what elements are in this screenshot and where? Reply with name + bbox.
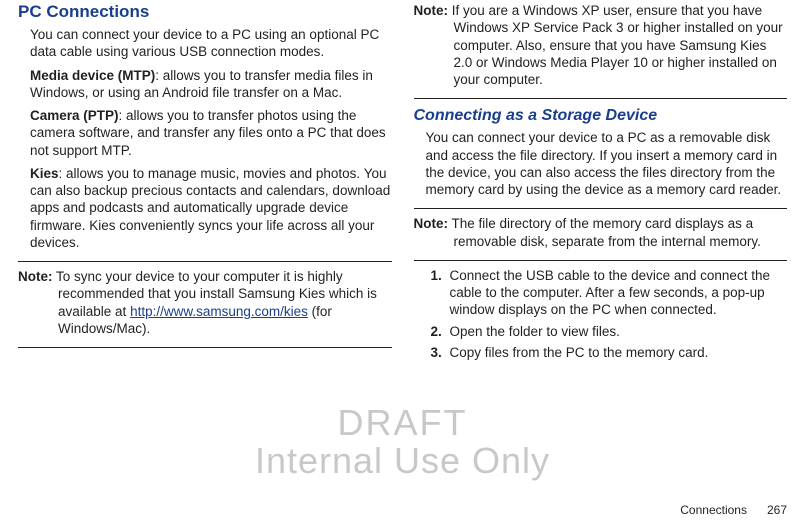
left-column: PC Connections You can connect your devi… [18,2,392,365]
footer: Connections 267 [680,503,787,517]
kies-link[interactable]: http://www.samsung.com/kies [130,304,308,319]
watermark: DRAFT Internal Use Only [0,405,805,481]
rule-before-note-storage [414,208,788,209]
rule-after-note-storage [414,260,788,261]
para-kies: Kies: allows you to manage music, movies… [30,165,392,251]
heading-pc-connections: PC Connections [18,2,392,22]
steps-list: Connect the USB cable to the device and … [426,267,788,361]
footer-page: 267 [767,503,787,517]
watermark-draft: DRAFT [0,405,805,441]
storage-intro: You can connect your device to a PC as a… [426,129,788,198]
rule-before-note-left [18,261,392,262]
footer-section: Connections [680,503,747,517]
intro-paragraph: You can connect your device to a PC usin… [30,26,392,61]
rule-after-note-left [18,347,392,348]
para-ptp: Camera (PTP): allows you to transfer pho… [30,107,392,159]
subheading-storage: Connecting as a Storage Device [414,107,788,125]
note-storage: Note: The file directory of the memory c… [414,215,788,250]
page-body: PC Connections You can connect your devi… [0,0,805,365]
label-ptp: Camera (PTP) [30,108,119,123]
note-body-storage: The file directory of the memory card di… [448,216,761,248]
right-column: Note: If you are a Windows XP user, ensu… [414,2,788,365]
note-xp: Note: If you are a Windows XP user, ensu… [414,2,788,88]
note-label-storage: Note: [414,216,449,231]
note-kies: Note: To sync your device to your comput… [18,268,392,337]
step-3: Copy files from the PC to the memory car… [446,344,788,361]
step-2: Open the folder to view files. [446,323,788,340]
watermark-iuo: Internal Use Only [0,441,805,481]
note-label-xp: Note: [414,3,449,18]
note-label-left: Note: [18,269,53,284]
label-mtp: Media device (MTP) [30,68,155,83]
para-mtp: Media device (MTP): allows you to transf… [30,67,392,102]
body-kies: : allows you to manage music, movies and… [30,166,390,250]
label-kies: Kies [30,166,59,181]
rule-after-note-xp [414,98,788,99]
note-body-xp: If you are a Windows XP user, ensure tha… [448,3,783,87]
step-1: Connect the USB cable to the device and … [446,267,788,319]
